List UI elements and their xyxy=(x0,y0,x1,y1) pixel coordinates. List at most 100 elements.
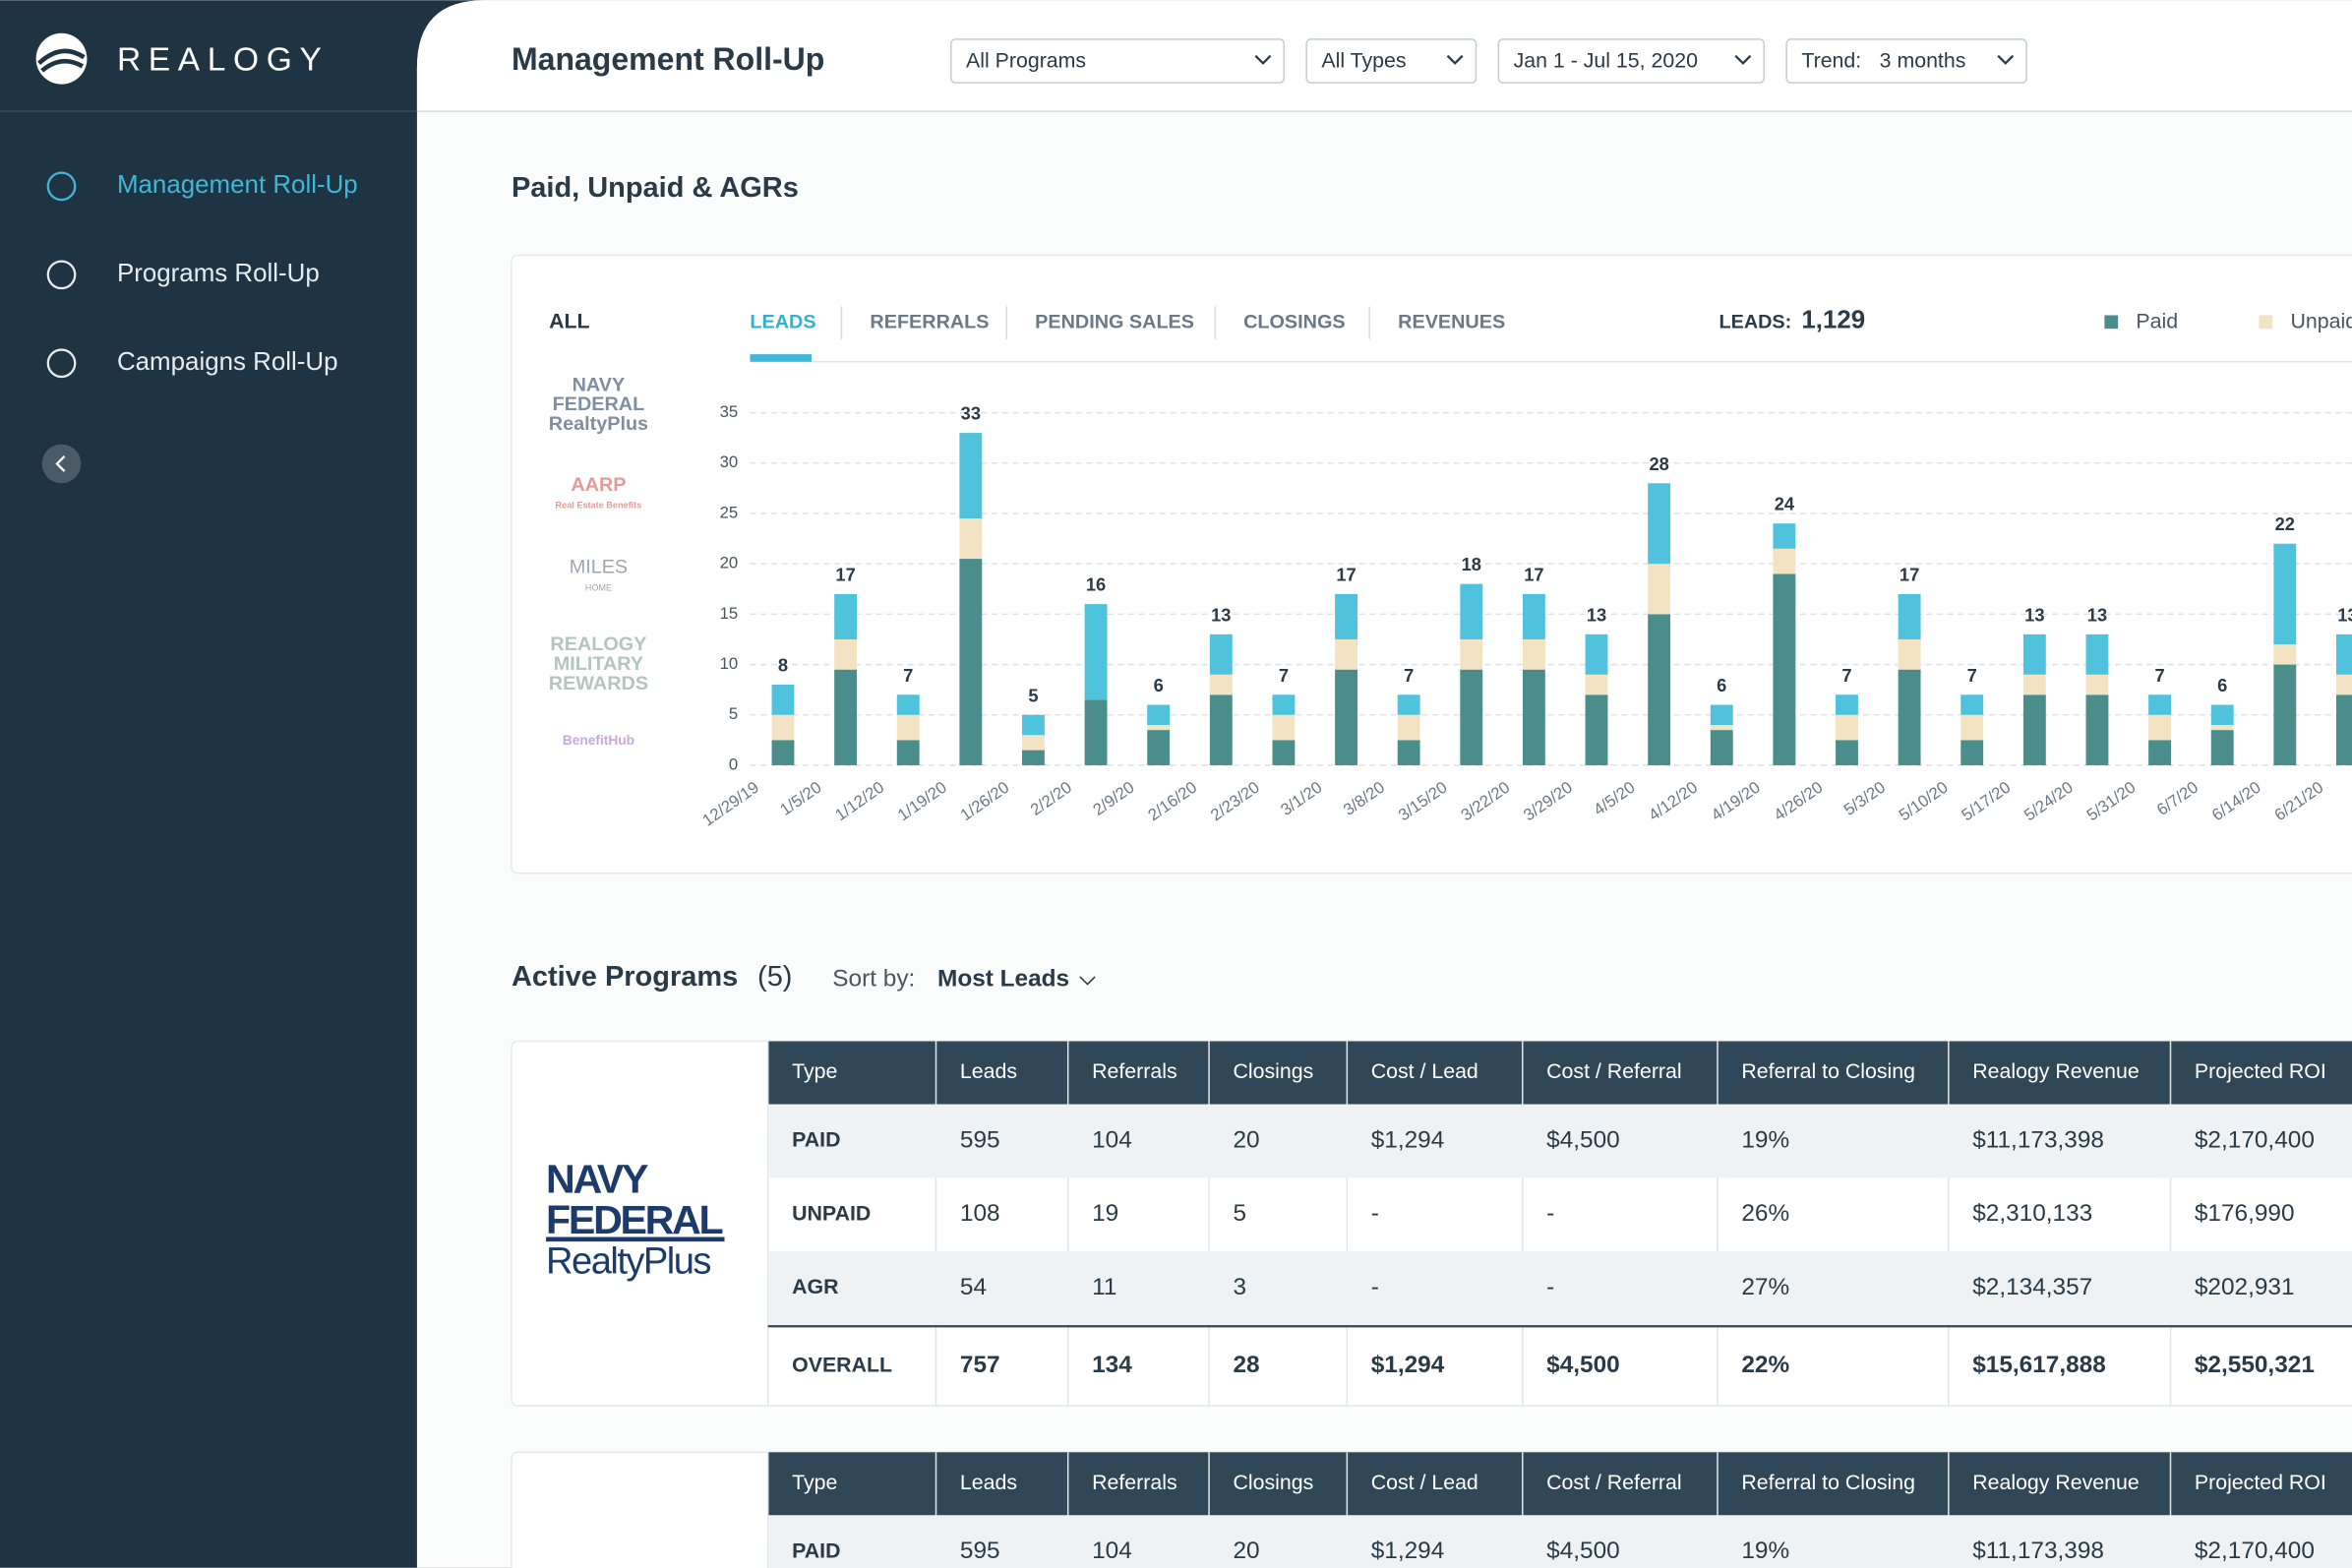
collapse-button[interactable] xyxy=(41,444,82,484)
bar-segment xyxy=(1710,724,1733,731)
bar-segment xyxy=(2335,633,2352,675)
bar-segment xyxy=(1522,669,1545,765)
bar-segment xyxy=(1209,633,1233,675)
bar-segment xyxy=(1209,694,1233,765)
column-header: Realogy Revenue xyxy=(1972,1059,2140,1083)
program-logo-text[interactable]: HOME xyxy=(585,582,612,592)
bar-total-label: 7 xyxy=(1404,665,1414,686)
program-logo-text[interactable]: MILES xyxy=(570,557,628,578)
program-logo-text[interactable]: Real Estate Benefits xyxy=(556,501,642,511)
table-cell: $4,500 xyxy=(1546,1352,1620,1378)
bar-segment xyxy=(1898,669,1921,765)
brand-logo xyxy=(35,32,88,85)
bar-segment xyxy=(1710,730,1733,765)
table-cell: $4,500 xyxy=(1546,1126,1620,1153)
dropdown[interactable] xyxy=(1497,38,1766,84)
bar-segment xyxy=(1773,548,1796,574)
table-cell: 3 xyxy=(1233,1274,1246,1300)
brand-name: REALOGY xyxy=(117,42,330,79)
y-tick-label: 10 xyxy=(720,654,739,673)
program-logo-text[interactable]: MILITARY xyxy=(554,653,643,675)
table-cell: $2,310,133 xyxy=(1972,1200,2092,1227)
bar-segment xyxy=(1773,573,1796,765)
nav-item[interactable]: Campaigns Roll-Up xyxy=(117,348,338,376)
bar-segment xyxy=(1960,694,1984,715)
bar-total-label: 7 xyxy=(1967,665,1977,686)
bar-total-label: 33 xyxy=(961,403,981,424)
dropdown[interactable] xyxy=(1305,38,1478,84)
program-logo: RealtyPlus xyxy=(546,1239,710,1282)
dropdown[interactable] xyxy=(950,38,1286,84)
bar-segment xyxy=(834,669,858,765)
bar-total-label: 24 xyxy=(1775,494,1795,514)
program-logo-text[interactable]: REALOGY xyxy=(550,633,646,655)
program-logo-text[interactable]: RealtyPlus xyxy=(549,413,648,435)
column-header: Cost / Referral xyxy=(1546,1471,1682,1494)
trend-value: 3 months xyxy=(1880,48,1966,72)
bar-segment xyxy=(1585,694,1608,765)
nav-item[interactable]: Management Roll-Up xyxy=(117,171,358,199)
chart-tab[interactable]: REVENUES xyxy=(1398,311,1505,332)
column-header: Referrals xyxy=(1092,1059,1177,1083)
bar-total-label: 17 xyxy=(835,564,855,584)
bar-total-label: 7 xyxy=(903,665,913,686)
dropdown-value: All Types xyxy=(1321,48,1406,72)
y-tick-label: 20 xyxy=(720,554,739,573)
nav-icon xyxy=(46,260,77,290)
program-logo-text[interactable]: BenefitHub xyxy=(563,733,634,748)
table-cell: 134 xyxy=(1092,1352,1132,1378)
bar-segment xyxy=(1272,740,1296,765)
bar-segment xyxy=(1648,483,1671,565)
bar-segment xyxy=(2148,694,2172,715)
program-logo-text[interactable]: REWARDS xyxy=(549,673,648,694)
y-tick-label: 30 xyxy=(720,452,739,471)
bar-total-label: 28 xyxy=(1649,453,1668,474)
table-cell: $11,173,398 xyxy=(1972,1538,2104,1564)
bar-segment xyxy=(2273,543,2297,645)
bar-segment xyxy=(1147,724,1171,731)
bar-segment xyxy=(1648,564,1671,615)
chart-tab[interactable]: PENDING SALES xyxy=(1035,311,1194,332)
bar-segment xyxy=(1397,740,1420,765)
dropdown[interactable] xyxy=(1785,38,2027,84)
bar-total-label: 13 xyxy=(2337,604,2352,625)
bar-segment xyxy=(1960,714,1984,741)
table-row-bg xyxy=(767,1515,2352,1568)
bar-segment xyxy=(1022,750,1045,765)
bar-segment xyxy=(1209,674,1233,695)
bar-segment xyxy=(1460,638,1483,670)
page-title: Management Roll-Up xyxy=(512,41,824,77)
program-logo-text[interactable]: NAVY xyxy=(573,374,626,395)
bar-total-label: 16 xyxy=(1086,574,1106,595)
table-cell: $15,617,888 xyxy=(1972,1352,2106,1378)
chart-tab[interactable]: CLOSINGS xyxy=(1243,311,1345,332)
sort-value[interactable]: Most Leads xyxy=(937,965,1069,992)
y-tick-label: 5 xyxy=(729,704,738,723)
table-cell: 28 xyxy=(1233,1352,1259,1378)
bar-segment xyxy=(1335,669,1357,765)
program-logo-text[interactable]: AARP xyxy=(571,474,626,496)
bar-total-label: 7 xyxy=(1279,665,1289,686)
program-logo-text[interactable]: FEDERAL xyxy=(553,393,645,415)
dropdown-chevron xyxy=(1446,54,1464,65)
table-header xyxy=(767,1041,2352,1105)
column-header: Closings xyxy=(1233,1471,1313,1494)
bar-total-label: 8 xyxy=(778,655,788,676)
bar-segment xyxy=(2085,694,2109,765)
table-cell: 22% xyxy=(1741,1352,1789,1378)
programs-count: (5) xyxy=(757,961,792,993)
trend-label: Trend: xyxy=(1801,48,1861,72)
bar-segment xyxy=(1147,730,1171,765)
table-cell: $1,294 xyxy=(1371,1126,1445,1153)
row-type: AGR xyxy=(792,1275,838,1298)
active-tab-indicator xyxy=(750,354,812,362)
filter-all[interactable]: ALL xyxy=(549,310,589,333)
nav-item[interactable]: Programs Roll-Up xyxy=(117,260,320,287)
bar-segment xyxy=(1460,669,1483,765)
bar-segment xyxy=(1460,583,1483,639)
chart-tab[interactable]: LEADS xyxy=(750,311,815,332)
bar-segment xyxy=(834,638,858,670)
bar-total-label: 17 xyxy=(1524,564,1543,584)
bar-segment xyxy=(1836,714,1858,741)
chart-tab[interactable]: REFERRALS xyxy=(870,311,989,332)
